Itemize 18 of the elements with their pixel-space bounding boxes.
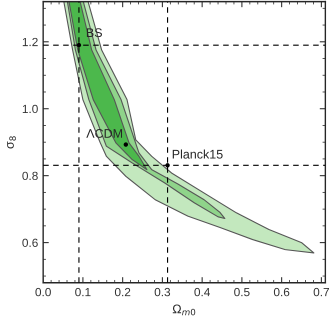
x-tick-label: 0.5 xyxy=(234,288,250,296)
x-tick-label: 0.0 xyxy=(35,288,51,296)
x-tick-label: 0.4 xyxy=(194,288,210,296)
x-tick-label: 0.6 xyxy=(274,288,290,296)
x-tick-label: 0.2 xyxy=(114,288,130,296)
y-axis-title: σ$_{8}$ xyxy=(7,136,16,149)
y-tick-label: 0.8 xyxy=(22,172,38,180)
point xyxy=(165,163,170,168)
y-tick-label: 1.0 xyxy=(22,104,38,114)
x-tick-label: 0.1 xyxy=(75,288,91,296)
point xyxy=(76,42,82,48)
x-tick-label: 0.7 xyxy=(314,288,329,296)
point xyxy=(124,142,128,147)
x-axis-title: Ω$_{m0}$ xyxy=(172,304,196,316)
x-tick-label: 0.3 xyxy=(154,288,170,296)
y-tick-label: 1.2 xyxy=(22,38,38,46)
annotation: Planck15 xyxy=(172,149,223,159)
y-tick-label: 0.6 xyxy=(22,238,38,247)
